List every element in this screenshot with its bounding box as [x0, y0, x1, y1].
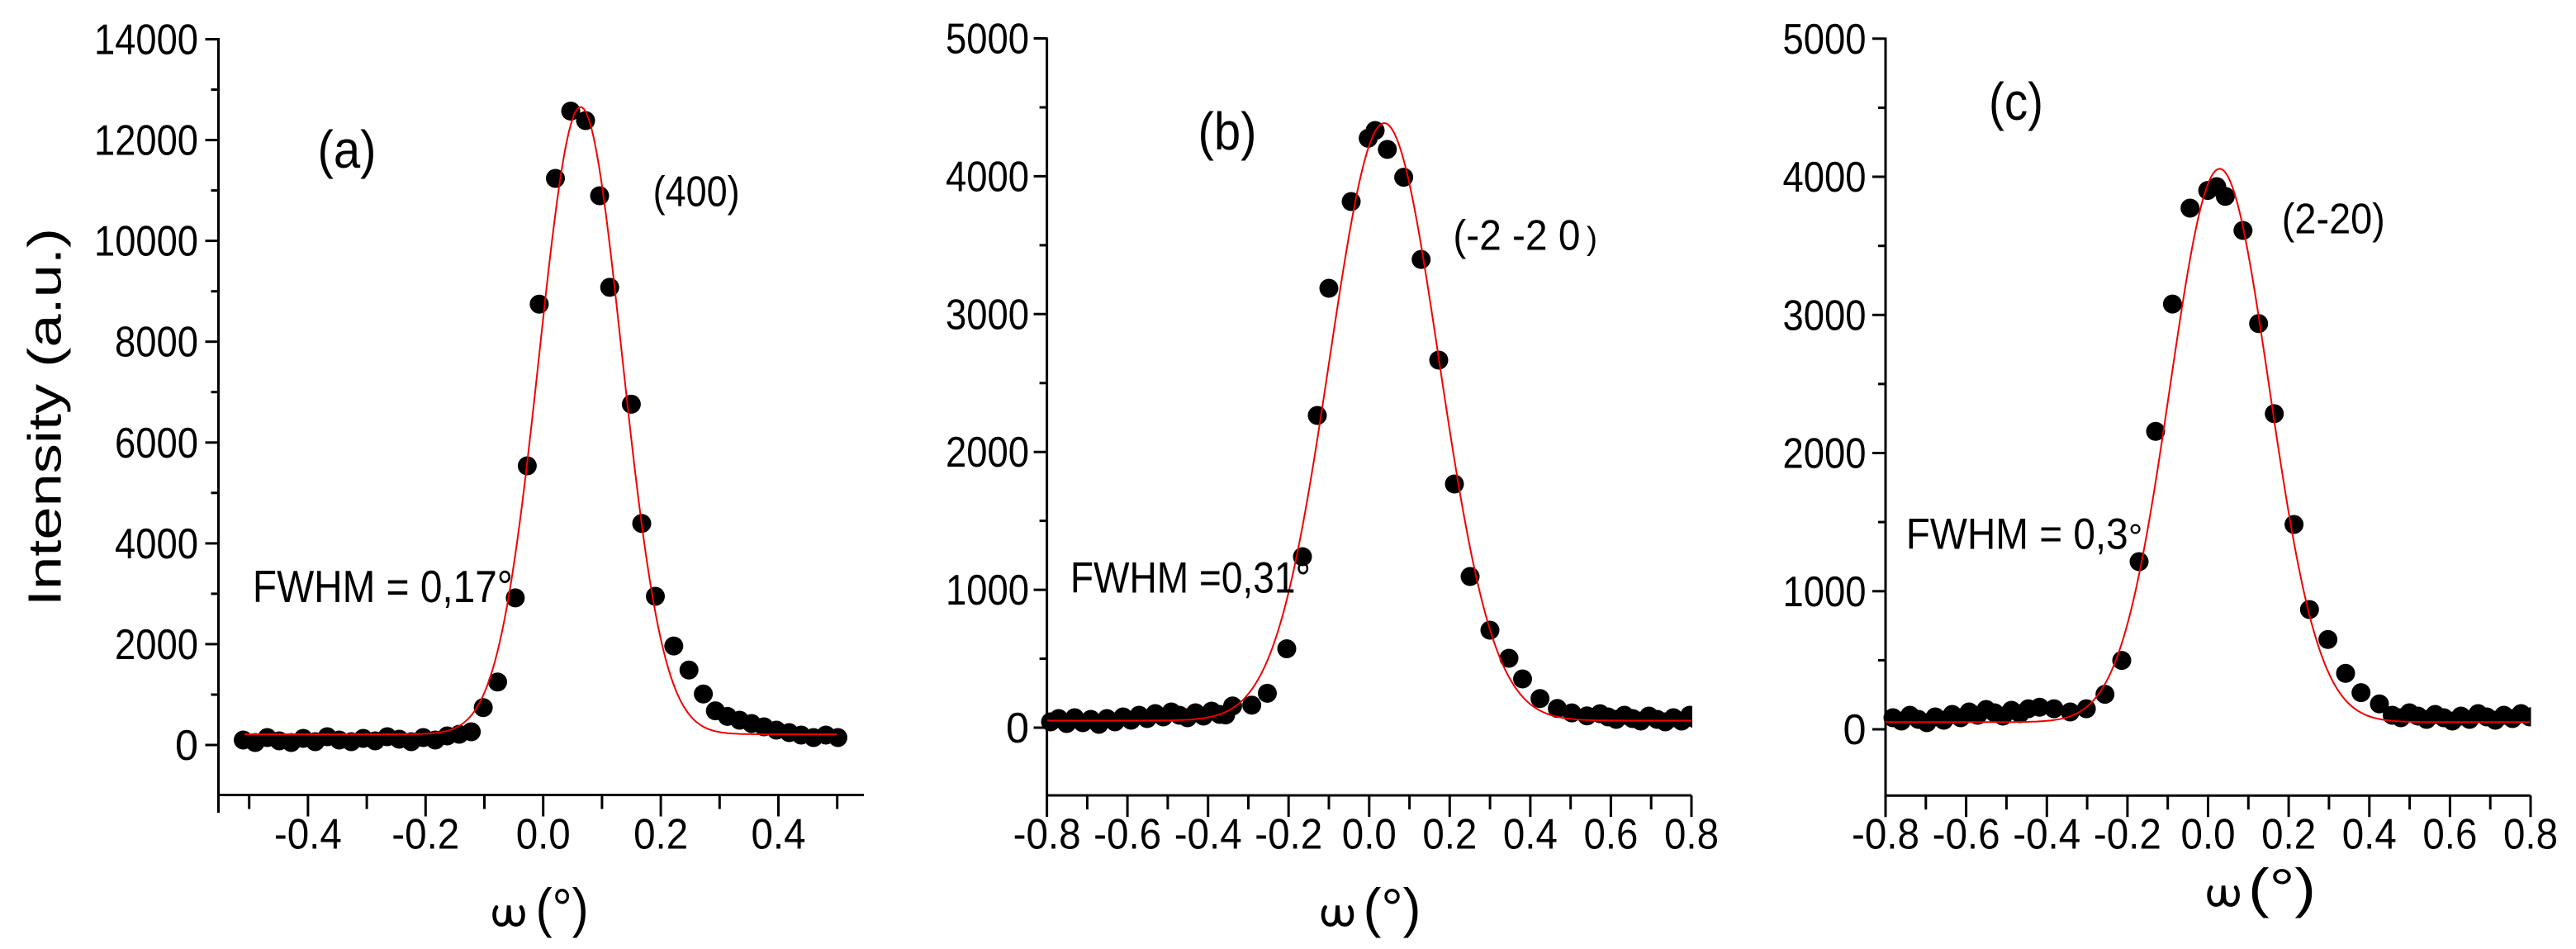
svg-text:0.0: 0.0 [1342, 811, 1397, 859]
svg-text:(400): (400) [653, 168, 740, 216]
svg-text:14000: 14000 [94, 16, 198, 64]
svg-text:0.2: 0.2 [2261, 811, 2316, 859]
svg-text:3000: 3000 [1783, 292, 1867, 339]
svg-text:FWHM =0,31°: FWHM =0,31° [1070, 554, 1311, 603]
svg-text:(°): (°) [2248, 857, 2316, 918]
svg-text:-0.4: -0.4 [1174, 811, 1242, 859]
svg-text:2000: 2000 [115, 621, 198, 669]
svg-text:0: 0 [1006, 705, 1029, 752]
svg-text:8000: 8000 [115, 319, 198, 367]
svg-text:10000: 10000 [94, 218, 198, 266]
svg-text:-0.8: -0.8 [1013, 811, 1081, 859]
svg-text:0.8: 0.8 [2503, 811, 2558, 859]
svg-text:0.2: 0.2 [633, 811, 688, 859]
svg-text:FWHM = 0,17°: FWHM = 0,17° [253, 561, 513, 612]
svg-text:1000: 1000 [1783, 568, 1867, 616]
svg-text:5000: 5000 [946, 16, 1029, 64]
svg-text:-0.6: -0.6 [1093, 811, 1161, 859]
svg-text:0.4: 0.4 [2342, 811, 2397, 859]
svg-text:5000: 5000 [1783, 16, 1867, 64]
svg-text:-0.6: -0.6 [1933, 811, 2000, 859]
svg-text:0.4: 0.4 [1503, 811, 1558, 859]
svg-text:-0.8: -0.8 [1852, 811, 1919, 859]
svg-text:-0.4: -0.4 [274, 811, 342, 859]
svg-text:Intensity (a.u.): Intensity (a.u.) [19, 228, 72, 606]
svg-text:4000: 4000 [1783, 154, 1867, 202]
svg-text:0.4: 0.4 [752, 811, 806, 859]
svg-text:3000: 3000 [946, 291, 1029, 339]
svg-text:0.0: 0.0 [2181, 811, 2236, 859]
svg-text:0.2: 0.2 [1422, 811, 1477, 859]
svg-text:): ) [1587, 221, 1597, 257]
svg-text:(c): (c) [1989, 72, 2043, 131]
svg-text:(b): (b) [1198, 102, 1257, 161]
svg-text:(a): (a) [318, 120, 377, 179]
svg-text:12000: 12000 [94, 117, 198, 165]
svg-text:(°): (°) [536, 877, 589, 938]
svg-text:2000: 2000 [946, 429, 1029, 477]
svg-text:0.0: 0.0 [516, 811, 571, 859]
svg-text:-0.4: -0.4 [2013, 811, 2080, 859]
svg-text:-0.2: -0.2 [1255, 811, 1322, 859]
svg-text:0: 0 [1843, 706, 1867, 754]
svg-text:(°): (°) [1364, 877, 1421, 938]
svg-text:4000: 4000 [115, 520, 198, 568]
svg-text:-0.2: -0.2 [391, 811, 459, 859]
svg-text:0.6: 0.6 [2422, 811, 2477, 859]
svg-text:2000: 2000 [1783, 430, 1867, 478]
svg-text:FWHM = 0,3: FWHM = 0,3 [1906, 510, 2128, 559]
svg-text:4000: 4000 [946, 153, 1029, 201]
svg-text:6000: 6000 [115, 420, 198, 467]
svg-text:0: 0 [175, 722, 198, 770]
svg-text:°: ° [2128, 518, 2142, 558]
svg-text:0.8: 0.8 [1664, 811, 1719, 859]
svg-text:(2-20): (2-20) [2282, 196, 2385, 244]
svg-text:-0.2: -0.2 [2094, 811, 2161, 859]
svg-text:(-2 -2 0: (-2 -2 0 [1453, 211, 1580, 259]
svg-text:0.6: 0.6 [1583, 811, 1638, 859]
svg-text:1000: 1000 [946, 567, 1029, 614]
